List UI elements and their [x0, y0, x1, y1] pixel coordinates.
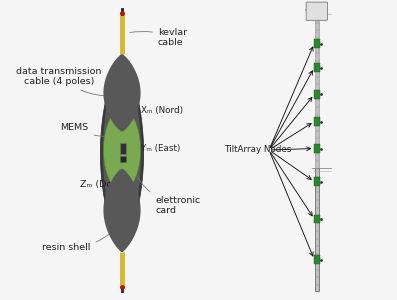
Bar	[314, 63, 320, 72]
Polygon shape	[104, 54, 141, 131]
Bar	[314, 177, 320, 186]
Bar	[314, 144, 320, 153]
Text: Yₘ (East): Yₘ (East)	[141, 144, 180, 153]
FancyBboxPatch shape	[119, 143, 126, 154]
Text: MEMS: MEMS	[60, 123, 110, 136]
Polygon shape	[100, 54, 144, 252]
Bar	[314, 215, 320, 223]
Ellipse shape	[103, 109, 141, 191]
Bar	[314, 117, 320, 126]
Text: resin shell: resin shell	[42, 233, 111, 252]
Text: kevlar
cable: kevlar cable	[130, 28, 187, 47]
Bar	[314, 255, 320, 264]
Bar	[316, 16, 318, 291]
Text: datalogger: datalogger	[305, 8, 329, 12]
Polygon shape	[104, 169, 141, 252]
Text: Xₘ (Nord): Xₘ (Nord)	[141, 106, 183, 116]
Text: TiltArray Nodes: TiltArray Nodes	[224, 146, 291, 154]
Text: Zₘ (Down): Zₘ (Down)	[80, 177, 130, 189]
FancyBboxPatch shape	[306, 2, 328, 20]
Bar	[314, 90, 320, 99]
Text: PCTE: PCTE	[312, 12, 322, 16]
Text: data transmission
cable (4 poles): data transmission cable (4 poles)	[16, 67, 113, 96]
Text: elettronic
card: elettronic card	[133, 169, 200, 215]
Bar	[314, 168, 320, 291]
Bar	[314, 16, 320, 168]
FancyBboxPatch shape	[120, 156, 125, 162]
Polygon shape	[103, 54, 141, 252]
Bar	[314, 39, 320, 48]
